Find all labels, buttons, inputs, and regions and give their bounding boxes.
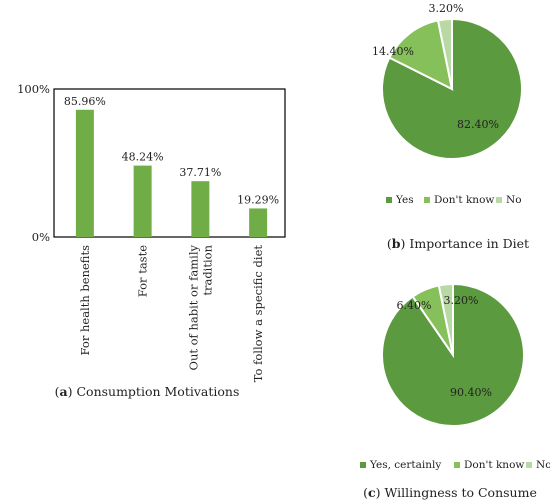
legend-swatch bbox=[454, 462, 460, 468]
legend-label: No bbox=[536, 459, 550, 471]
panel-b-caption: (b) Importance in Diet bbox=[387, 236, 529, 251]
category-label: Out of habit or familytradition bbox=[186, 244, 214, 370]
legend-label: Yes, certainly bbox=[369, 459, 441, 471]
slice-label: 6.40% bbox=[397, 299, 432, 312]
legend-swatch bbox=[360, 462, 366, 468]
bar bbox=[133, 165, 152, 237]
legend-label: Don't know bbox=[464, 459, 524, 471]
data-label: 85.96% bbox=[64, 95, 106, 108]
bar bbox=[191, 181, 210, 237]
y-tick-label: 100% bbox=[17, 82, 50, 96]
legend: Yes, certainly Don't know No bbox=[360, 459, 550, 471]
slice-label: 90.40% bbox=[450, 386, 492, 399]
legend-swatch bbox=[496, 197, 502, 203]
slice-label: 82.40% bbox=[457, 118, 499, 131]
data-label: 37.71% bbox=[179, 166, 221, 179]
data-label: 48.24% bbox=[122, 151, 164, 164]
legend: Yes Don't know No bbox=[386, 194, 522, 206]
slice-label: 3.20% bbox=[429, 2, 464, 15]
caption-letter: c bbox=[368, 485, 376, 500]
pie-chart-panel-willingness: 90.40% 6.40% 3.20% Yes, certainly Don't kno… bbox=[360, 282, 550, 500]
bar-chart-panel: 100% 0% 85.96% For health benefits 48.24% F… bbox=[17, 82, 286, 399]
slice-label: 14.40% bbox=[372, 45, 414, 58]
panel-c-caption: (c) Willingness to Consume bbox=[363, 485, 537, 500]
pie-slice bbox=[437, 282, 454, 356]
caption-letter: b bbox=[392, 236, 401, 251]
y-tick-label: 0% bbox=[32, 230, 50, 244]
caption-text: Consumption Motivations bbox=[73, 384, 240, 399]
bar bbox=[75, 109, 94, 237]
category-label: For taste bbox=[136, 245, 150, 297]
legend-swatch bbox=[424, 197, 430, 203]
category-label: For health benefits bbox=[78, 245, 92, 356]
legend-label: Yes bbox=[395, 194, 414, 206]
legend-label: No bbox=[506, 194, 522, 206]
pie-chart-panel-importance: 82.40% 14.40% 3.20% Yes Don't know No (b) Im… bbox=[372, 2, 529, 251]
caption-text: Importance in Diet bbox=[405, 236, 529, 251]
caption-text: Willingness to Consume bbox=[381, 485, 537, 500]
legend-swatch bbox=[386, 197, 392, 203]
legend-swatch bbox=[526, 462, 532, 468]
data-label: 19.29% bbox=[237, 193, 279, 206]
legend-label: Don't know bbox=[434, 194, 494, 206]
category-label: To follow a specific diet bbox=[251, 245, 265, 383]
slice-label: 3.20% bbox=[444, 294, 479, 307]
pie-slice bbox=[436, 17, 453, 90]
caption-letter: a bbox=[60, 384, 68, 399]
plot-frame bbox=[53, 88, 286, 238]
panel-a-caption: (a) Consumption Motivations bbox=[55, 384, 240, 399]
bar bbox=[249, 208, 268, 237]
pie-slice bbox=[388, 19, 454, 91]
